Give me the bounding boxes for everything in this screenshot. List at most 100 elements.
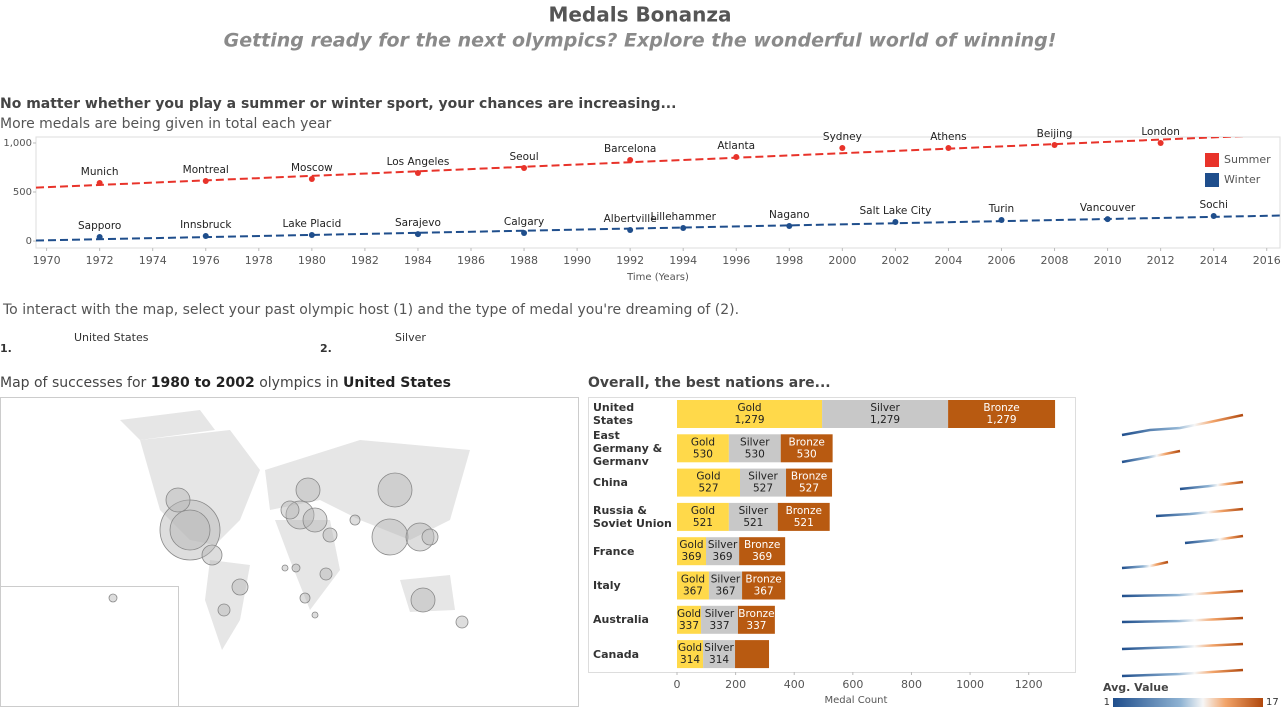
line-subtitle: More medals are being given in total eac… (0, 116, 332, 132)
category-text: United States (593, 401, 635, 427)
point (96, 179, 103, 186)
segment-name: Bronze (745, 574, 781, 586)
dashboard-subtitle: Getting ready for the next olympics? Exp… (224, 30, 1057, 52)
x-tick-label: 1986 (457, 254, 485, 267)
x-tick-label: 2002 (881, 254, 909, 267)
bubbles (108, 472, 469, 629)
point (627, 156, 634, 163)
bar-segment (677, 502, 729, 531)
filter-number: 2. (320, 342, 332, 355)
x-tick-label: 1998 (775, 254, 803, 267)
point-label: Lillehammer (651, 211, 717, 223)
sparkline (1121, 560, 1169, 570)
point (1104, 216, 1111, 223)
bar-title: Overall, the best nations are... (588, 375, 831, 391)
point-label: Munich (81, 166, 119, 178)
point-label: Sydney (823, 131, 862, 143)
bar-segment (780, 434, 833, 463)
sparkline (1184, 534, 1244, 545)
x-tick-label: 1972 (86, 254, 114, 267)
segment-count: 530 (693, 448, 713, 460)
x-axis-label: Time (Years) (626, 272, 689, 283)
sparkline (1179, 480, 1244, 491)
bar-segment (786, 468, 833, 497)
x-tick-label: 1976 (192, 254, 220, 267)
x-tick-label: 600 (842, 678, 863, 691)
segment-count: 369 (713, 551, 733, 563)
point (414, 231, 421, 238)
legend-swatch (1205, 153, 1219, 167)
bar-segment (822, 400, 949, 428)
point (308, 175, 315, 182)
x-tick-label: 1982 (351, 254, 379, 267)
segment-name: Bronze (738, 608, 774, 620)
point-label: Athens (930, 131, 966, 143)
x-tick-label: 2004 (934, 254, 962, 267)
x-axis-label: Medal Count (825, 695, 888, 706)
legend-swatch (1205, 173, 1219, 187)
segment-name: Bronze (786, 505, 822, 517)
point (839, 144, 846, 151)
point (202, 178, 209, 185)
point (521, 164, 528, 171)
segment-count: 367 (754, 586, 774, 598)
sparkline (1121, 642, 1244, 651)
segment-count: 369 (681, 551, 701, 563)
x-tick-label: 1994 (669, 254, 697, 267)
point-label: Lake Placid (282, 218, 341, 230)
segment-name: Silver (739, 505, 769, 517)
x-tick-label: 2010 (1094, 254, 1122, 267)
filter-value[interactable]: Silver (395, 331, 426, 344)
filter-number: 1. (0, 342, 12, 355)
category-text: China (593, 476, 628, 490)
bar-segment (706, 537, 740, 566)
trend-line (36, 137, 1246, 189)
point-label: Barcelona (604, 143, 656, 155)
bar-segment (737, 605, 775, 634)
segment-count: 337 (679, 620, 699, 632)
x-tick-label: 2014 (1200, 254, 1228, 267)
point-label: London (1141, 126, 1180, 138)
bar-segment (735, 640, 770, 669)
map-title-part: olympics in (255, 375, 343, 391)
point (680, 224, 687, 231)
point-label: Calgary (504, 216, 544, 228)
bar-segment (677, 571, 709, 600)
segment-count: 521 (743, 517, 763, 529)
point-label: Nagano (769, 209, 809, 221)
point-label: Salt Lake City (859, 205, 931, 217)
y-tick-label: 1,000 (3, 138, 32, 149)
category-label: Australia (593, 613, 649, 626)
x-tick-label: 1970 (33, 254, 61, 267)
sparkline (1121, 668, 1244, 678)
point (96, 234, 103, 241)
x-tick-label: 200 (725, 678, 746, 691)
x-tick-label: 1974 (139, 254, 167, 267)
category-label: United States (593, 401, 635, 427)
legend-label: Summer (1224, 153, 1271, 166)
y-tick-label: 500 (13, 187, 32, 198)
map[interactable] (0, 397, 579, 707)
bar-segment (677, 537, 707, 566)
point-label: Albertville (604, 213, 657, 225)
segment-count: 337 (746, 620, 766, 632)
sparkline (1121, 616, 1244, 624)
category-text: Italy (593, 579, 621, 592)
x-tick-label: 400 (784, 678, 805, 691)
category-text: Canada (593, 647, 640, 661)
segment-count: 1,279 (870, 414, 900, 426)
segment-count: 367 (683, 586, 703, 598)
bar-segment (739, 537, 786, 566)
segment-name: Silver (705, 608, 735, 620)
point-label: Montreal (183, 164, 229, 176)
point (308, 232, 315, 239)
filter-value[interactable]: United States (74, 331, 149, 344)
point (998, 217, 1005, 224)
point-label: Vancouver (1080, 202, 1136, 214)
point-label: Sarajevo (395, 217, 441, 229)
bar-segment (677, 400, 823, 428)
bar-segment (703, 640, 736, 669)
bar-segment (728, 434, 781, 463)
segment-count: 314 (680, 654, 700, 666)
legend-label: Winter (1224, 173, 1261, 186)
